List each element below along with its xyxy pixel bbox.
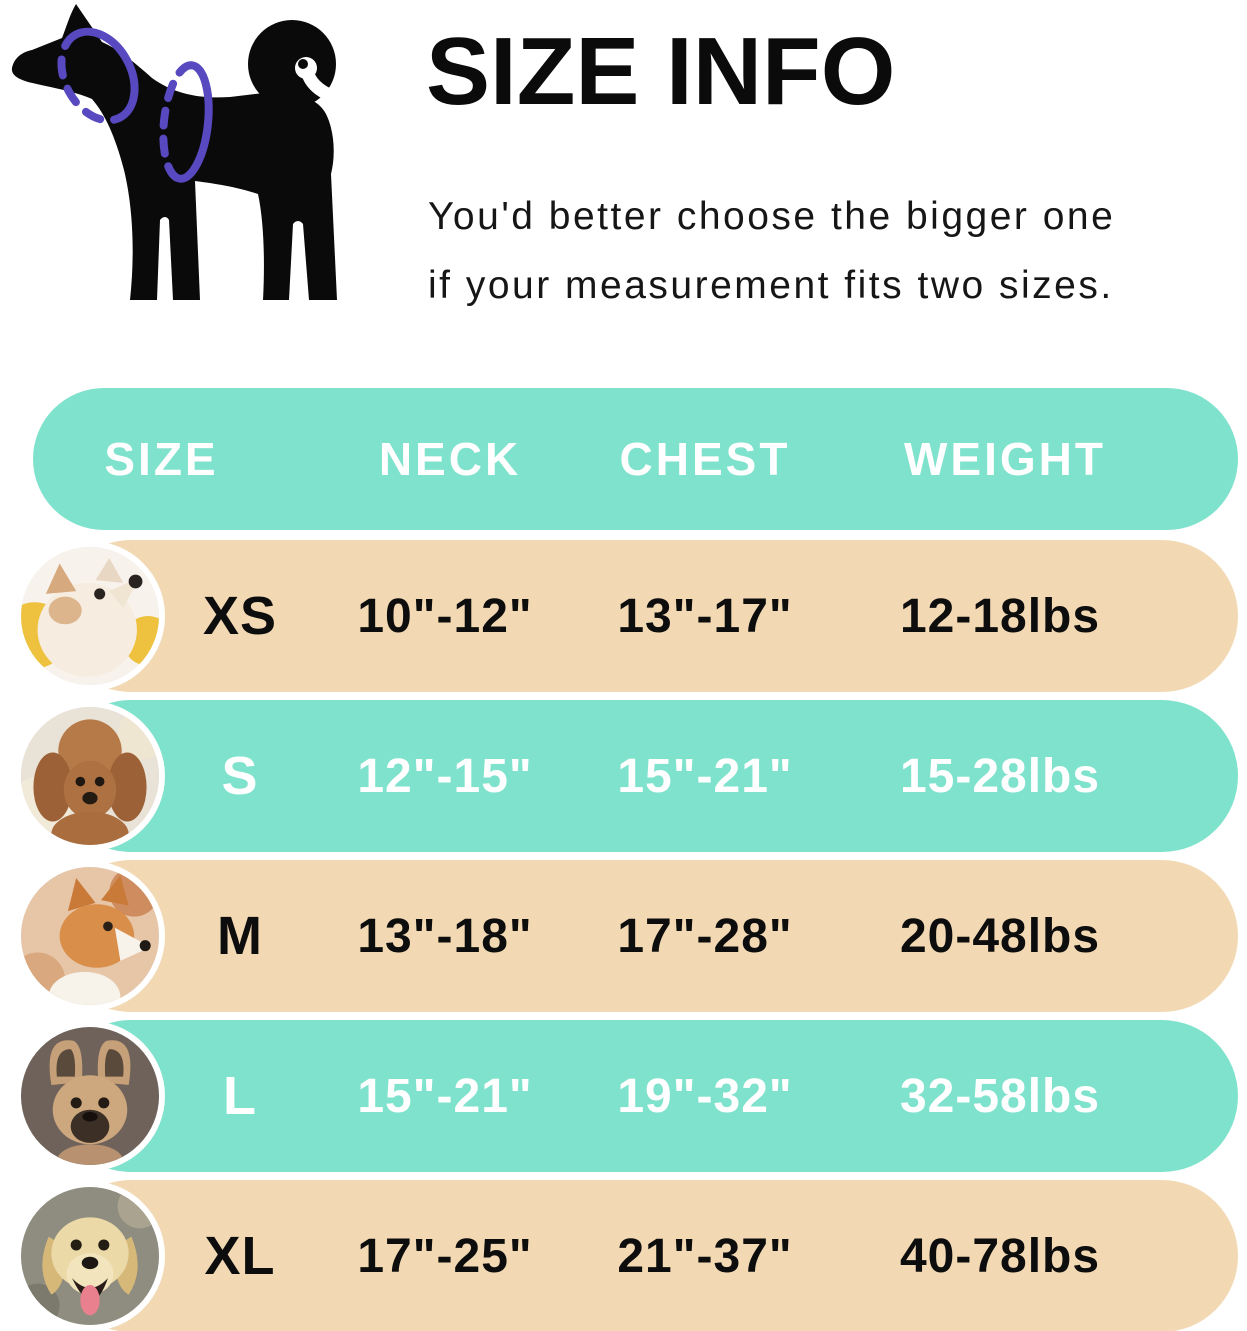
size-cell: XL <box>204 1226 276 1286</box>
labrador-photo <box>15 1181 165 1331</box>
header-size: SIZE <box>104 433 219 485</box>
neck-cell: 13"-18" <box>357 909 533 963</box>
row-cells: XL 17"-25" 21"-37" 40-78lbs <box>170 1180 1170 1331</box>
row-pill <box>55 1180 1238 1331</box>
neck-cell: 12"-15" <box>357 749 533 803</box>
tail-tip <box>298 59 308 69</box>
size-cell: XS <box>202 586 278 646</box>
neck-cell: 17"-25" <box>357 1229 533 1283</box>
dog-measurement-illustration <box>11 4 345 300</box>
neck-cell: 10"-12" <box>357 589 533 643</box>
chest-cell: 15"-21" <box>617 749 793 803</box>
weight-cell: 15-28lbs <box>899 749 1101 803</box>
page-subtitle: You'd better choose the bigger one if yo… <box>428 182 1115 320</box>
row-pill <box>55 1020 1238 1172</box>
pomeranian-photo <box>15 541 165 691</box>
poodle-photo <box>15 701 165 851</box>
size-cell: M <box>217 906 263 966</box>
weight-cell: 32-58lbs <box>899 1069 1101 1123</box>
row-cells: S 12"-15" 15"-21" 15-28lbs <box>170 700 1170 852</box>
subtitle-line-2: if your measurement fits two sizes. <box>428 264 1114 307</box>
row-cells: L 15"-21" 19"-32" 32-58lbs <box>170 1020 1170 1172</box>
weight-cell: 20-48lbs <box>899 909 1101 963</box>
row-cells: M 13"-18" 17"-28" 20-48lbs <box>170 860 1170 1012</box>
table-row-l: L 15"-21" 19"-32" 32-58lbs <box>0 1020 1247 1172</box>
row-pill <box>55 700 1238 852</box>
subtitle-line-1: You'd better choose the bigger one <box>428 195 1116 238</box>
table-row-s: S 12"-15" 15"-21" 15-28lbs <box>0 700 1247 852</box>
size-cell: S <box>221 746 259 806</box>
size-cell: L <box>223 1066 257 1126</box>
page-title: SIZE INFO <box>426 18 896 125</box>
table-row-xs: XS 10"-12" 13"-17" 12-18lbs <box>0 540 1247 692</box>
chest-cell: 21"-37" <box>617 1229 793 1283</box>
chest-measure-ellipse <box>159 61 213 183</box>
header-weight: WEIGHT <box>904 433 1106 485</box>
row-pill <box>55 540 1238 692</box>
size-table-header: SIZE NECK CHEST WEIGHT <box>33 388 1238 530</box>
french-bulldog-photo <box>15 1021 165 1171</box>
weight-cell: 12-18lbs <box>899 589 1101 643</box>
header-chest: CHEST <box>619 433 791 485</box>
table-row-m: M 13"-18" 17"-28" 20-48lbs <box>0 860 1247 1012</box>
row-cells: XS 10"-12" 13"-17" 12-18lbs <box>170 540 1170 692</box>
chest-cell: 13"-17" <box>617 589 793 643</box>
table-row-xl: XL 17"-25" 21"-37" 40-78lbs <box>0 1180 1247 1331</box>
weight-cell: 40-78lbs <box>899 1229 1101 1283</box>
chest-cell: 17"-28" <box>617 909 793 963</box>
neck-cell: 15"-21" <box>357 1069 533 1123</box>
row-pill <box>55 860 1238 1012</box>
dog-silhouette <box>11 4 337 300</box>
header-neck: NECK <box>378 433 522 485</box>
shiba-inu-photo <box>15 861 165 1011</box>
chest-cell: 19"-32" <box>617 1069 793 1123</box>
